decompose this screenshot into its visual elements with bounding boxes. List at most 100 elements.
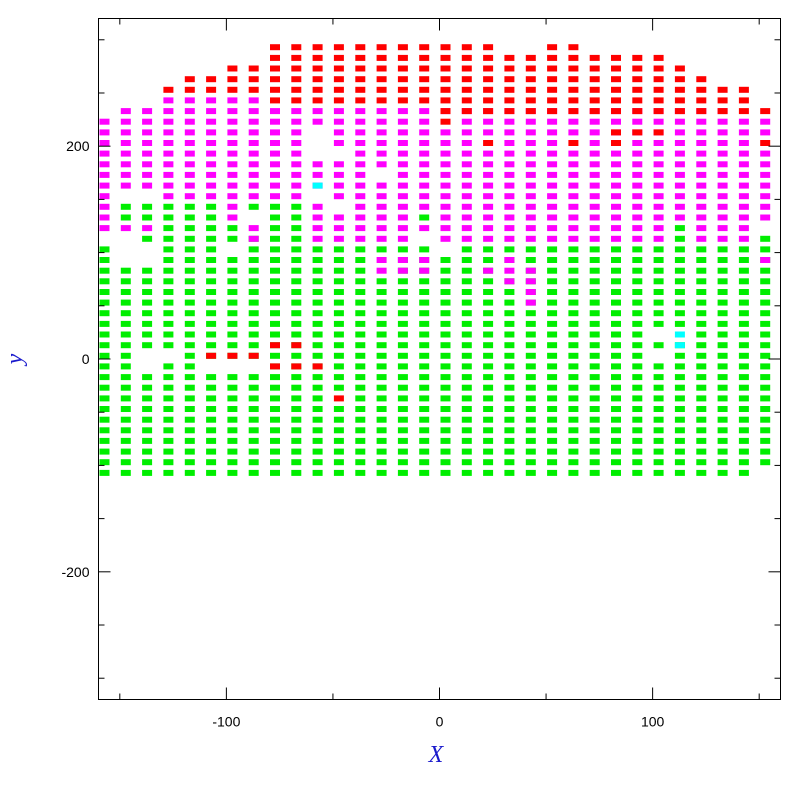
data-tile-green: [376, 289, 387, 295]
data-tile-red: [419, 97, 430, 104]
data-tile-green: [163, 437, 174, 444]
data-tile-green: [760, 384, 771, 391]
data-tile-green: [504, 331, 515, 338]
data-tile-green: [568, 374, 579, 381]
data-tile-green: [270, 331, 280, 338]
data-tile-green: [504, 395, 515, 402]
data-tile-green: [376, 416, 387, 423]
data-tile-magenta: [461, 150, 472, 157]
data-tile-green: [547, 299, 558, 306]
data-tile-green: [291, 374, 302, 381]
data-tile-magenta: [653, 171, 664, 178]
data-tile-red: [611, 65, 621, 72]
data-tile-magenta: [142, 225, 153, 232]
data-tile-magenta: [461, 182, 472, 189]
data-tile-green: [483, 363, 494, 370]
data-tile-green: [248, 416, 259, 423]
data-tile-magenta: [504, 203, 515, 210]
data-tile-green: [696, 246, 707, 253]
data-tile-green: [589, 267, 600, 274]
data-tile-green: [312, 246, 323, 253]
data-tile-green: [632, 395, 643, 402]
data-tile-green: [206, 320, 217, 327]
data-tile-green: [248, 267, 259, 274]
data-tile-green: [355, 395, 366, 402]
data-tile-green: [696, 331, 707, 338]
data-tile-magenta: [760, 129, 771, 136]
data-tile-green: [291, 257, 302, 263]
data-tile-magenta: [291, 171, 302, 178]
data-tile-green: [760, 352, 771, 359]
data-tile-magenta: [184, 140, 195, 146]
data-tile-green: [206, 289, 217, 295]
data-tile-magenta: [312, 171, 323, 178]
data-tile-green: [440, 342, 451, 349]
data-tile-green: [163, 310, 174, 317]
data-tile-green: [738, 331, 749, 338]
data-tile-magenta: [248, 150, 259, 157]
data-tile-red: [312, 76, 323, 83]
data-tile-magenta: [632, 171, 643, 178]
data-tile-green: [397, 320, 408, 327]
data-tile-green: [738, 342, 749, 349]
data-tile-red: [355, 86, 366, 93]
data-tile-green: [163, 448, 174, 455]
data-tile-magenta: [376, 129, 387, 136]
data-tile-red: [568, 54, 579, 61]
data-tile-red: [419, 76, 430, 83]
data-tile-green: [632, 310, 643, 317]
data-tile-magenta: [376, 257, 387, 263]
data-tile-green: [333, 406, 344, 412]
data-tile-green: [611, 278, 621, 285]
data-tile-cyan: [674, 331, 685, 338]
data-tile-green: [568, 331, 579, 338]
data-tile-green: [206, 395, 217, 402]
data-tile-red: [312, 86, 323, 93]
data-tile-green: [270, 289, 280, 295]
data-tile-green: [504, 459, 515, 466]
data-tile-green: [163, 363, 174, 370]
data-tile-magenta: [397, 235, 408, 242]
data-tile-magenta: [440, 225, 451, 232]
data-tile-magenta: [504, 193, 515, 200]
data-tile-green: [461, 267, 472, 274]
data-tile-magenta: [397, 108, 408, 115]
data-tile-red: [227, 352, 238, 359]
data-tile-magenta: [611, 171, 621, 178]
data-tile-green: [589, 342, 600, 349]
data-tile-green: [525, 384, 536, 391]
data-tile-red: [355, 65, 366, 72]
data-tile-green: [696, 374, 707, 381]
data-tile-green: [142, 406, 153, 412]
data-tile-green: [440, 437, 451, 444]
data-tile-green: [333, 278, 344, 285]
data-tile-magenta: [184, 118, 195, 125]
data-tile-green: [397, 406, 408, 412]
data-tile-green: [355, 459, 366, 466]
data-tile-green: [674, 257, 685, 263]
data-tile-green: [461, 459, 472, 466]
data-tile-red: [504, 97, 515, 104]
data-tile-green: [525, 406, 536, 412]
data-tile-green: [184, 374, 195, 381]
y-tick-label: -200: [61, 564, 89, 580]
data-tile-green: [525, 257, 536, 263]
data-tile-magenta: [632, 214, 643, 221]
data-tile-green: [355, 310, 366, 317]
data-tile-green: [419, 214, 430, 221]
data-tile-magenta: [547, 118, 558, 125]
data-tile-green: [717, 342, 728, 349]
data-tile-green: [312, 427, 323, 434]
data-tile-green: [440, 427, 451, 434]
data-tile-magenta: [270, 129, 280, 136]
data-tile-green: [312, 289, 323, 295]
data-tile-green: [674, 299, 685, 306]
data-tile-green: [142, 448, 153, 455]
data-tile-green: [653, 395, 664, 402]
data-tile-magenta: [717, 203, 728, 210]
data-tile-magenta: [738, 171, 749, 178]
data-tile-green: [525, 416, 536, 423]
data-tile-green: [738, 289, 749, 295]
data-tile-green: [419, 384, 430, 391]
data-tile-red: [376, 97, 387, 104]
